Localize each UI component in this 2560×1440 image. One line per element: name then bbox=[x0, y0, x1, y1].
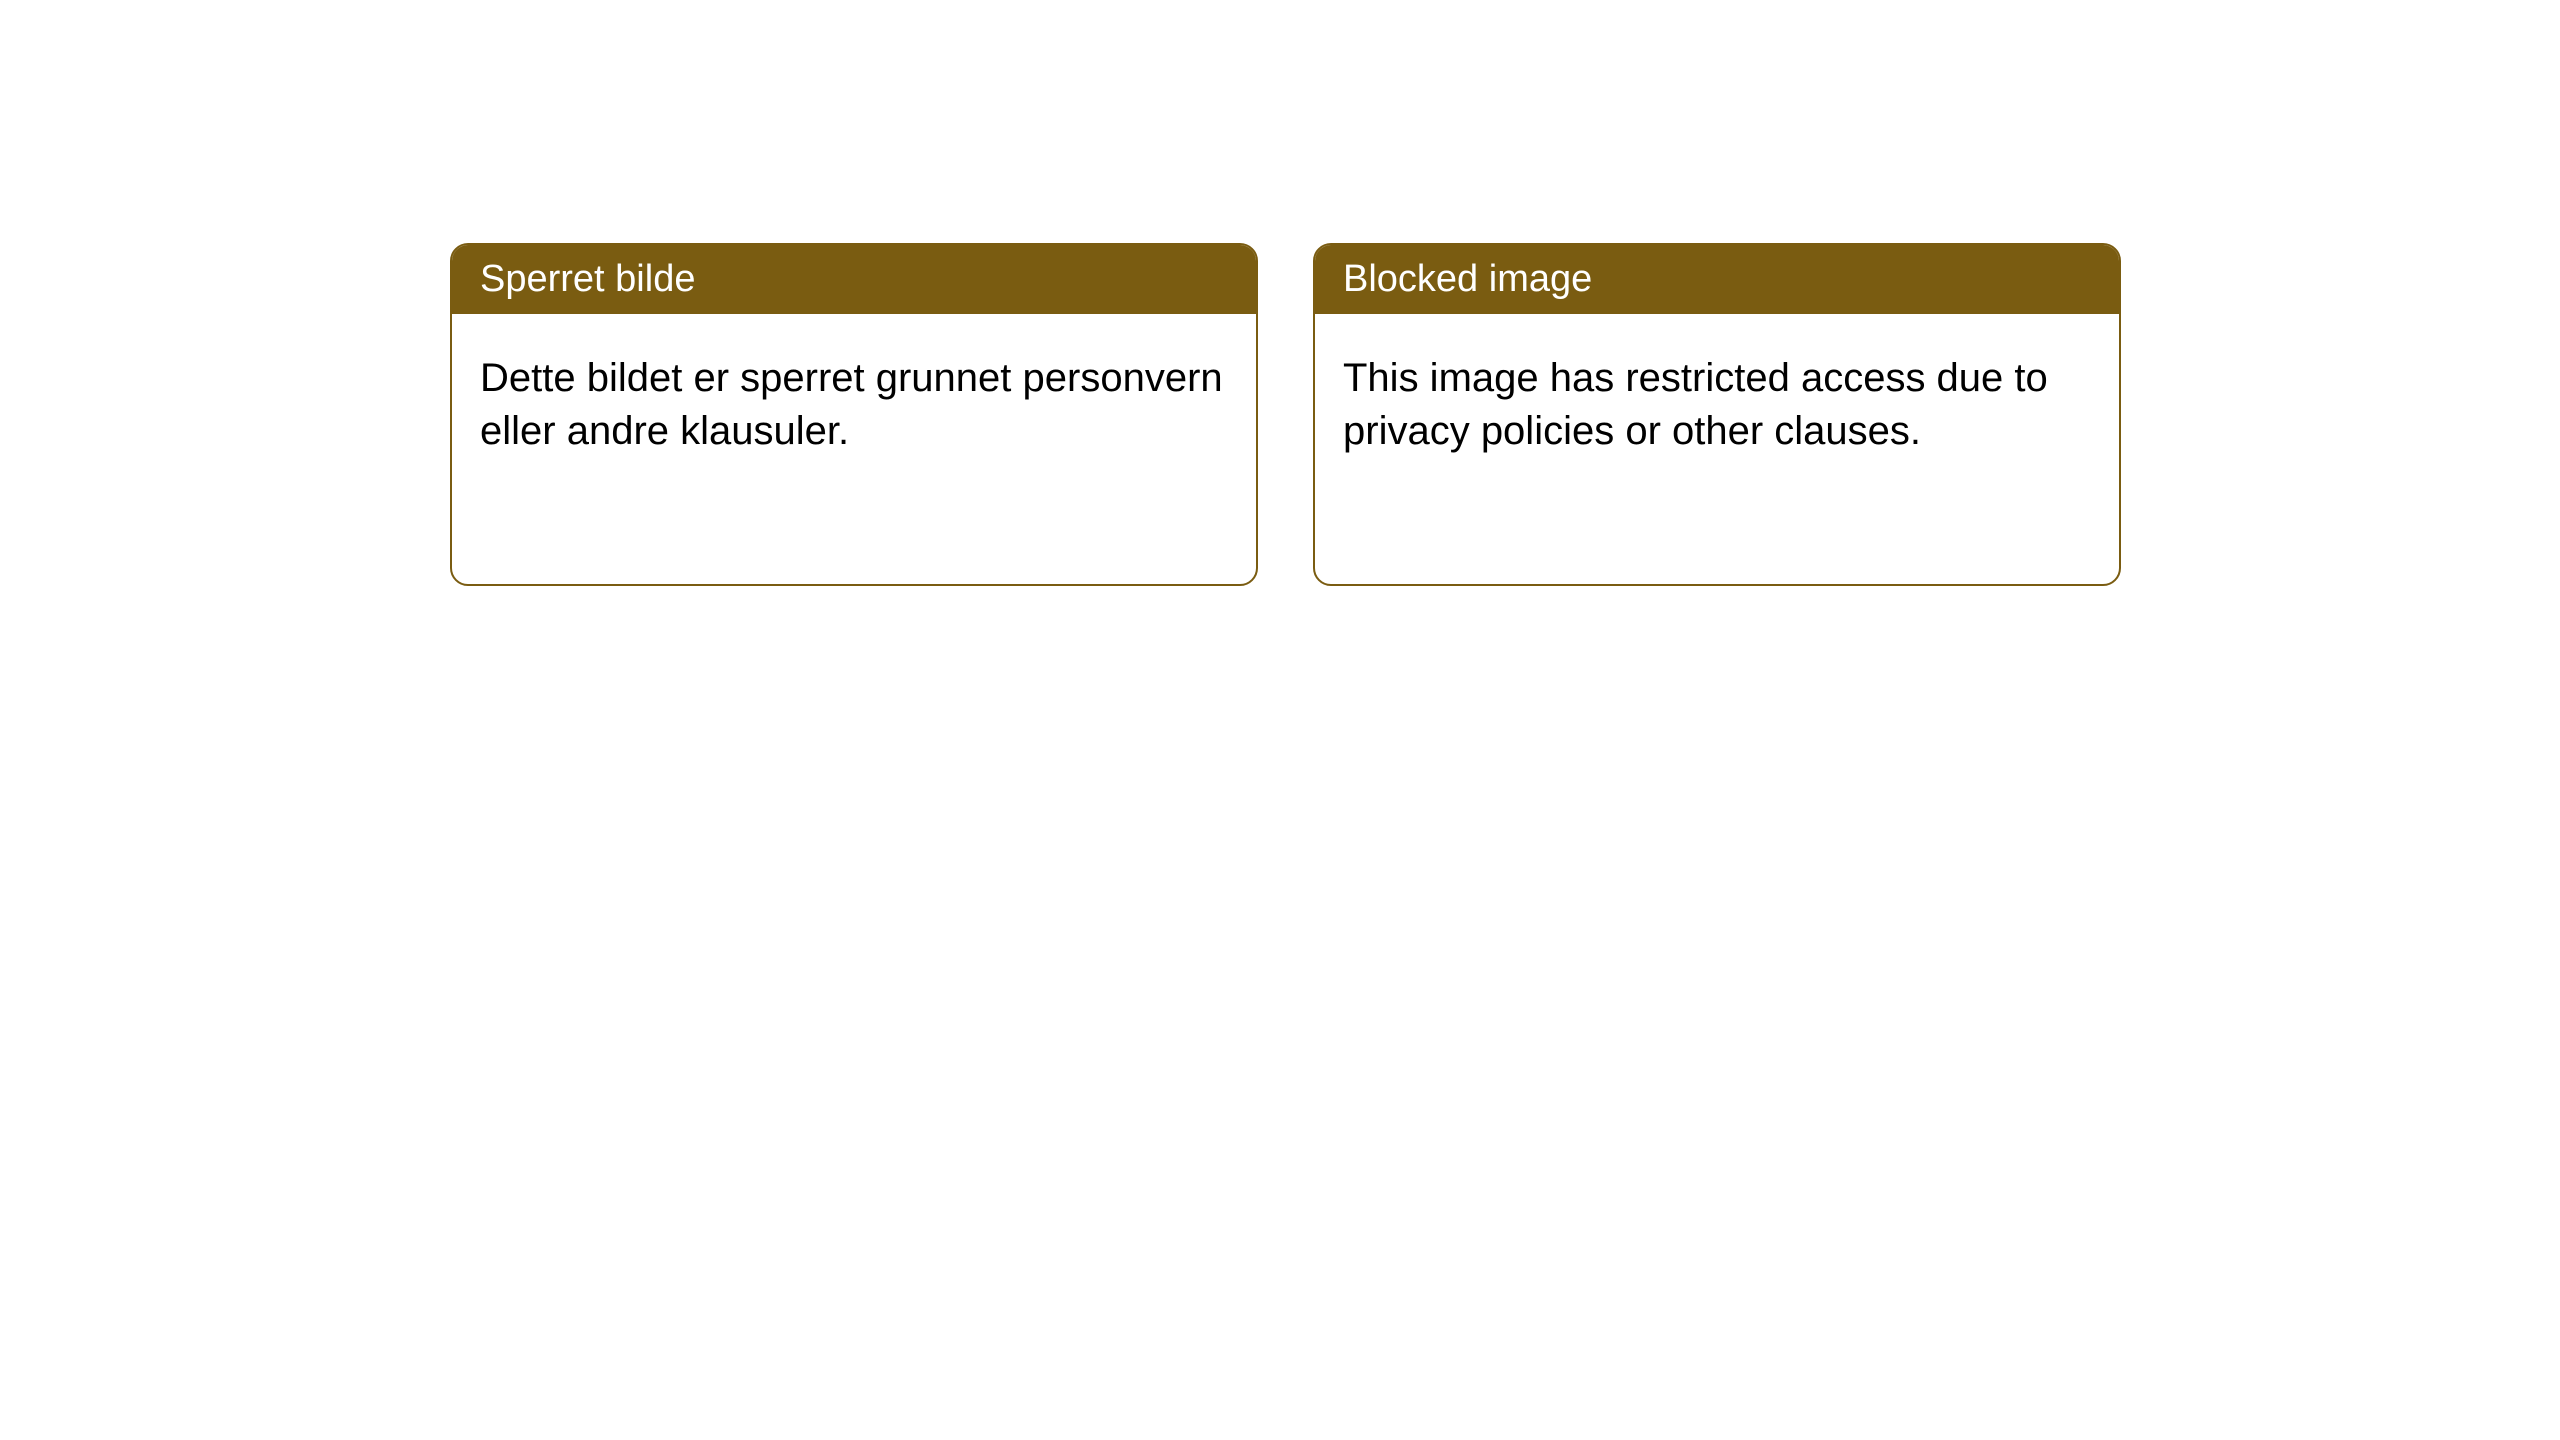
card-header: Sperret bilde bbox=[452, 245, 1256, 314]
notice-container: Sperret bilde Dette bildet er sperret gr… bbox=[0, 0, 2560, 586]
card-body-text: Dette bildet er sperret grunnet personve… bbox=[480, 356, 1223, 453]
card-body: This image has restricted access due to … bbox=[1315, 314, 2119, 584]
card-title: Sperret bilde bbox=[480, 258, 695, 300]
card-header: Blocked image bbox=[1315, 245, 2119, 314]
blocked-image-card-no: Sperret bilde Dette bildet er sperret gr… bbox=[450, 243, 1258, 586]
card-body: Dette bildet er sperret grunnet personve… bbox=[452, 314, 1256, 584]
card-body-text: This image has restricted access due to … bbox=[1343, 356, 2048, 453]
card-title: Blocked image bbox=[1343, 258, 1592, 300]
blocked-image-card-en: Blocked image This image has restricted … bbox=[1313, 243, 2121, 586]
